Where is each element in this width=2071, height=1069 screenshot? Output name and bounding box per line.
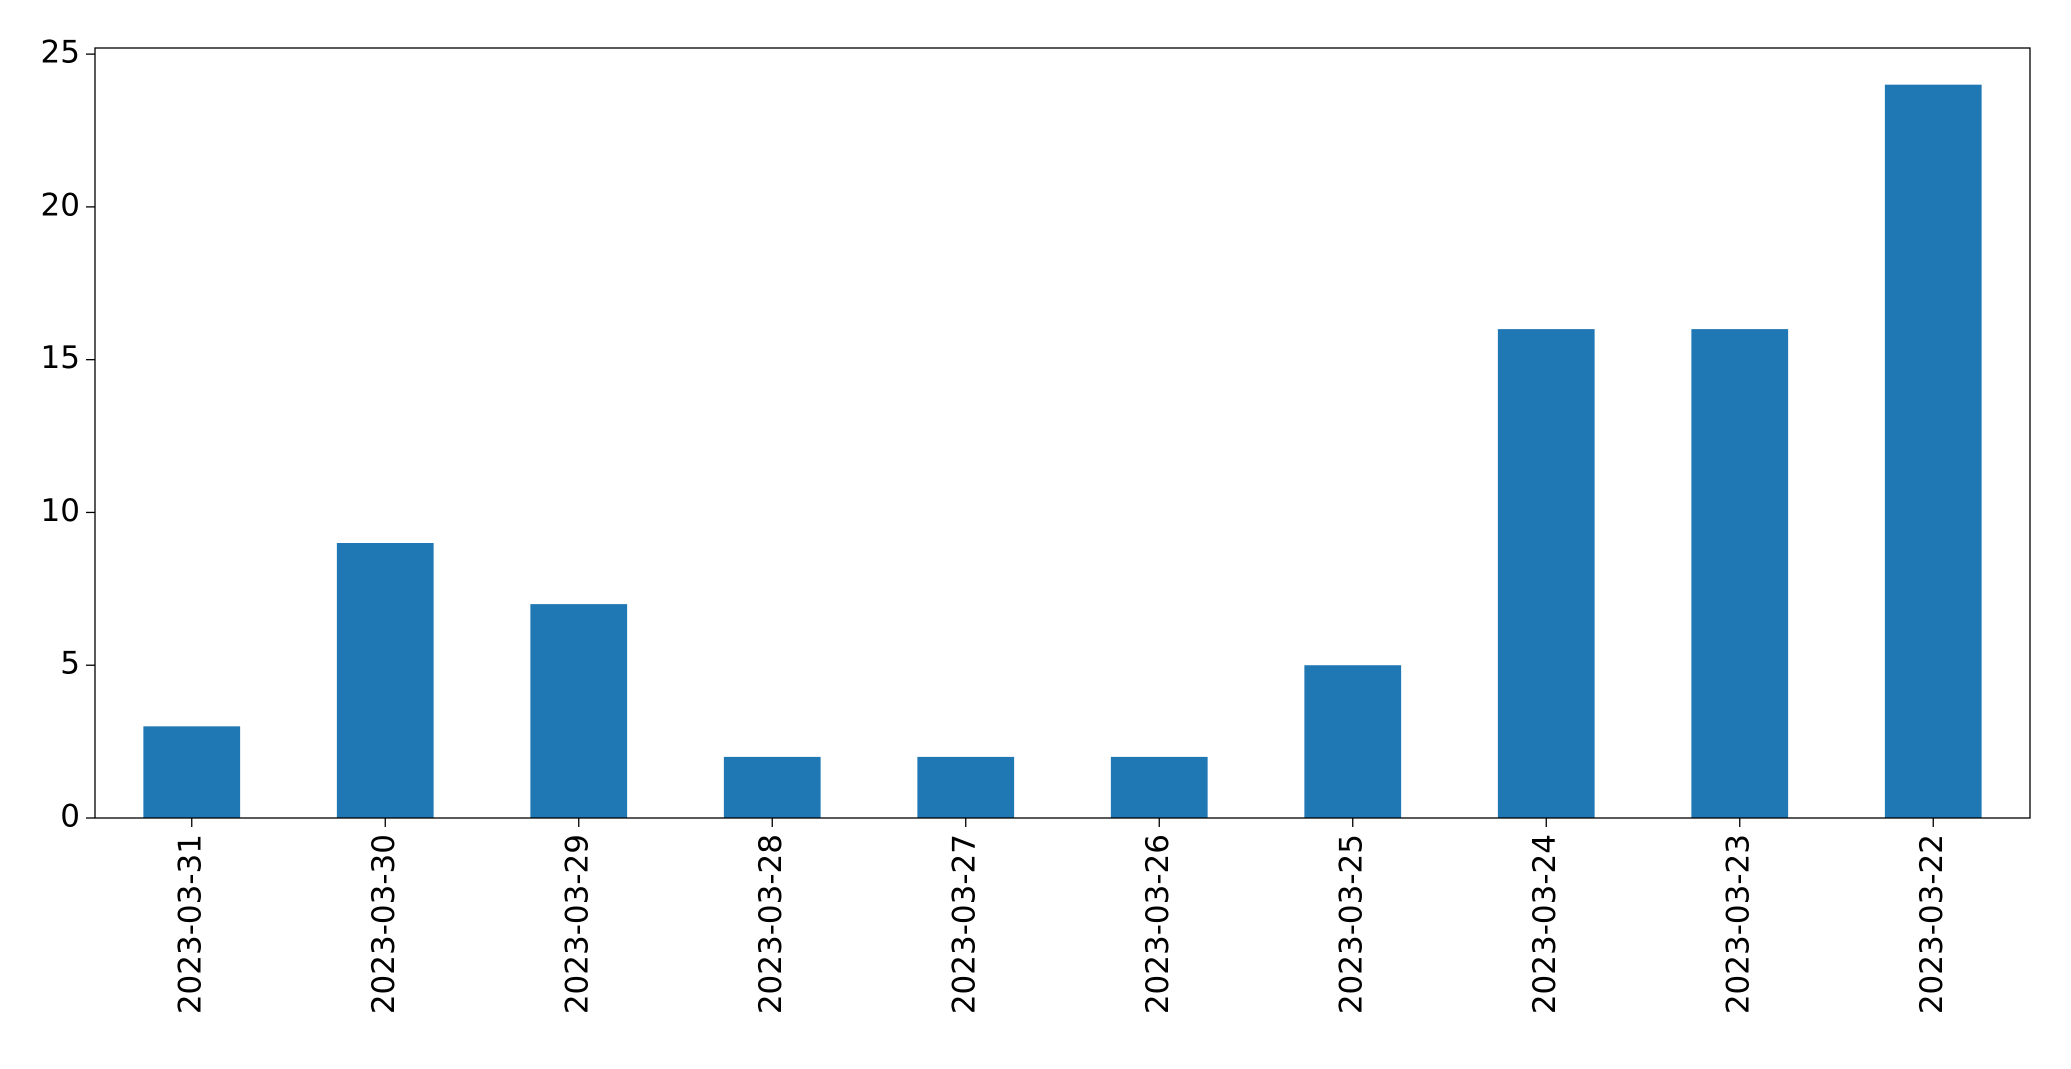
y-tick-label: 15: [41, 340, 80, 376]
bar: [1110, 756, 1208, 818]
x-tick-label: 2023-03-22: [1914, 834, 1950, 1014]
x-tick-label: 2023-03-24: [1527, 834, 1563, 1014]
y-tick-label: 20: [41, 187, 80, 223]
bar: [1497, 329, 1595, 818]
bar: [530, 604, 628, 818]
y-tick-label: 0: [60, 799, 80, 835]
x-tick-label: 2023-03-29: [559, 834, 595, 1014]
bar: [917, 756, 1015, 818]
x-tick-label: 2023-03-30: [366, 834, 402, 1014]
bar: [1304, 665, 1402, 818]
bar: [336, 543, 434, 818]
y-tick-label: 5: [60, 646, 80, 682]
y-tick-label: 25: [41, 35, 80, 71]
bar: [143, 726, 241, 818]
bar: [1691, 329, 1789, 818]
bar: [723, 756, 821, 818]
plot-frame: [94, 47, 2031, 819]
x-tick-label: 2023-03-23: [1720, 834, 1756, 1014]
bar: [1884, 84, 1982, 818]
x-tick-label: 2023-03-26: [1140, 834, 1176, 1014]
x-tick-label: 2023-03-25: [1333, 834, 1369, 1014]
y-tick-label: 10: [41, 493, 80, 529]
x-tick-label: 2023-03-27: [946, 834, 982, 1014]
x-tick-label: 2023-03-31: [172, 834, 208, 1014]
x-tick-label: 2023-03-28: [753, 834, 789, 1014]
